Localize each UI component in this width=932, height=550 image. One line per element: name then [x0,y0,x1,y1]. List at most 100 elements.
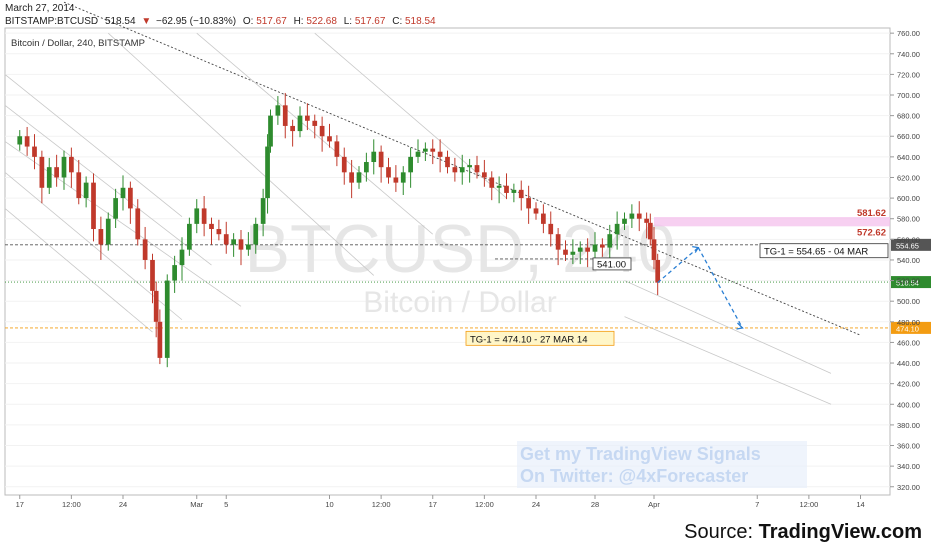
arrow-head-icon [692,245,700,253]
candle-body [408,156,413,173]
candle-body [644,218,649,223]
resistance-zone [654,217,890,227]
header-open-label: O: [243,16,254,27]
promo-line-2: On Twitter: @4xForecaster [520,466,748,486]
level-541-label: 541.00 [597,259,626,270]
candle-body [585,247,590,252]
annotations: 581.62 572.62 541.00 TG-1 = 554.65 - 04 MAR… [465,208,889,346]
tg1-upper-label: TG-1 = 554.65 - 04 MAR [764,247,868,258]
tg1-lower-box [465,330,615,346]
candle-body [607,234,613,248]
level-541-box [592,257,632,271]
y-tick-label: 740.00 [897,50,920,59]
projection-segment [697,247,744,329]
x-tick-label: Apr [648,500,660,509]
candle-body [54,167,59,178]
y-tick-label: 540.00 [897,256,920,265]
candle-body [327,136,332,142]
candle-body [334,141,340,157]
candle-body [393,177,399,183]
header-high-label: H: [294,16,304,27]
zone-label: 581.62 [857,208,886,219]
candle-body [69,156,74,173]
candle-body [452,167,458,173]
candle-body [647,222,653,240]
x-tick-label: 5 [224,500,228,509]
price-label: 554.65 [896,241,919,250]
y-tick-label: 460.00 [897,338,920,347]
promo-line-1: Get my TradingView Signals [520,444,761,464]
channel-line [107,32,375,276]
candle-body [142,239,148,260]
candle-body [629,213,635,219]
channel-line [624,280,832,374]
candle-body [98,229,104,245]
price-label: 518.54 [896,279,919,288]
x-axis: 17 12:00 24 Mar 5 10 12:00 17 12:00 24 28 Apr 7 12:00… [16,495,865,509]
candle-body [563,249,568,255]
candle-body [577,247,583,252]
source-brand: TradingView.com [758,521,922,543]
tg1-lower-label: TG-1 = 474.10 - 27 MAR 14 [470,334,588,345]
promo-box [517,441,807,488]
candle-body [511,189,517,193]
candle-body [622,218,627,224]
x-tick-label: 10 [325,500,333,509]
projection-path [657,245,744,330]
y-tick-label: 420.00 [897,380,920,389]
y-tick-label: 620.00 [897,173,920,182]
candle-body [614,223,620,235]
candle-body [312,120,318,126]
candle-body [201,208,207,224]
x-tick-label: 17 [16,500,24,509]
zone-rect [654,217,890,227]
arrow-head-icon [736,322,744,330]
candle-body [592,244,598,252]
header-low-value: 517.67 [355,16,386,27]
candle-body [541,213,546,224]
y-axis: 320.00 340.00 360.00 380.00 400.00 420.00 440.… [890,29,920,492]
x-tick-label: 7 [755,500,759,509]
candle-body [260,198,266,224]
source-credit: Source: TradingView.com [684,521,922,544]
y-tick-label: 640.00 [897,153,920,162]
candle-body [636,213,642,219]
header-open-value: 517.67 [256,16,287,27]
candle-body [655,259,661,283]
candle-body [400,172,406,183]
x-tick-label: 14 [856,500,864,509]
candle-body [319,125,325,137]
x-tick-label: 12:00 [475,500,494,509]
candle-body [445,156,450,168]
candle-body [297,115,303,132]
header-close-value: 518.54 [405,16,436,27]
channel-line [314,32,507,199]
candle-body [600,244,605,248]
x-tick-label: 12:00 [62,500,81,509]
candle-body [238,239,244,250]
watermark-name: Bitcoin / Dollar [363,286,556,319]
candle-body [17,136,23,145]
candle-body [32,146,37,157]
y-tick-label: 440.00 [897,359,920,368]
candle-body [437,151,443,157]
price-label-box [891,321,931,334]
candle-body [341,156,347,173]
candle-body [496,185,502,188]
candle-body [150,259,155,291]
candle-body [24,136,30,147]
candle-body [209,223,214,230]
x-tick-label: 12:00 [372,500,391,509]
channel-line [624,316,832,405]
candle-body [282,105,288,126]
y-tick-label: 340.00 [897,462,920,471]
candle-body [157,321,163,358]
chart-subtitle: Bitcoin / Dollar, 240, BITSTAMP [11,38,145,49]
candle-body [378,151,384,168]
candle-body [430,148,436,152]
candle-body [467,165,472,168]
candle-body [91,182,96,230]
header-date: March 27, 2014 [5,3,75,14]
candle-body [179,249,185,266]
candle-body [371,151,377,163]
